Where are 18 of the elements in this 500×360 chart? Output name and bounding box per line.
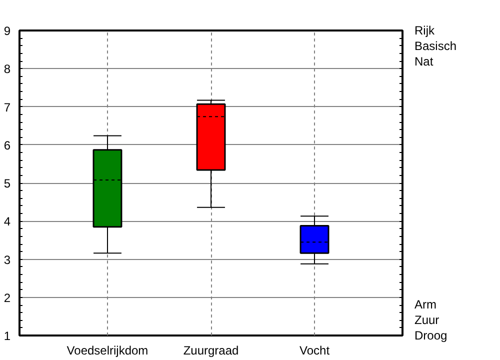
y-tick-label: 4 xyxy=(4,214,11,229)
x-tick-label: Zuurgraad xyxy=(183,344,239,358)
y-tick-label: 7 xyxy=(4,100,11,114)
x-tick-label: Vocht xyxy=(300,344,330,358)
text: Rijk xyxy=(414,24,436,38)
text: Droog xyxy=(414,328,448,342)
y-tick-label: 9 xyxy=(4,24,11,38)
text: Nat xyxy=(414,54,434,68)
y-tick-label: 5 xyxy=(4,176,11,190)
text: Zuur xyxy=(414,313,440,328)
y-tick-label: 6 xyxy=(4,138,11,152)
x-tick-label: Voedselrijkdom xyxy=(66,344,148,358)
y-tick-label: 2 xyxy=(4,290,11,305)
y-tick-label: 8 xyxy=(4,62,11,76)
y-tick-label: 3 xyxy=(4,252,11,267)
y-tick-label: 1 xyxy=(4,329,11,343)
text: Arm xyxy=(414,298,436,312)
text: Basisch xyxy=(414,38,457,53)
